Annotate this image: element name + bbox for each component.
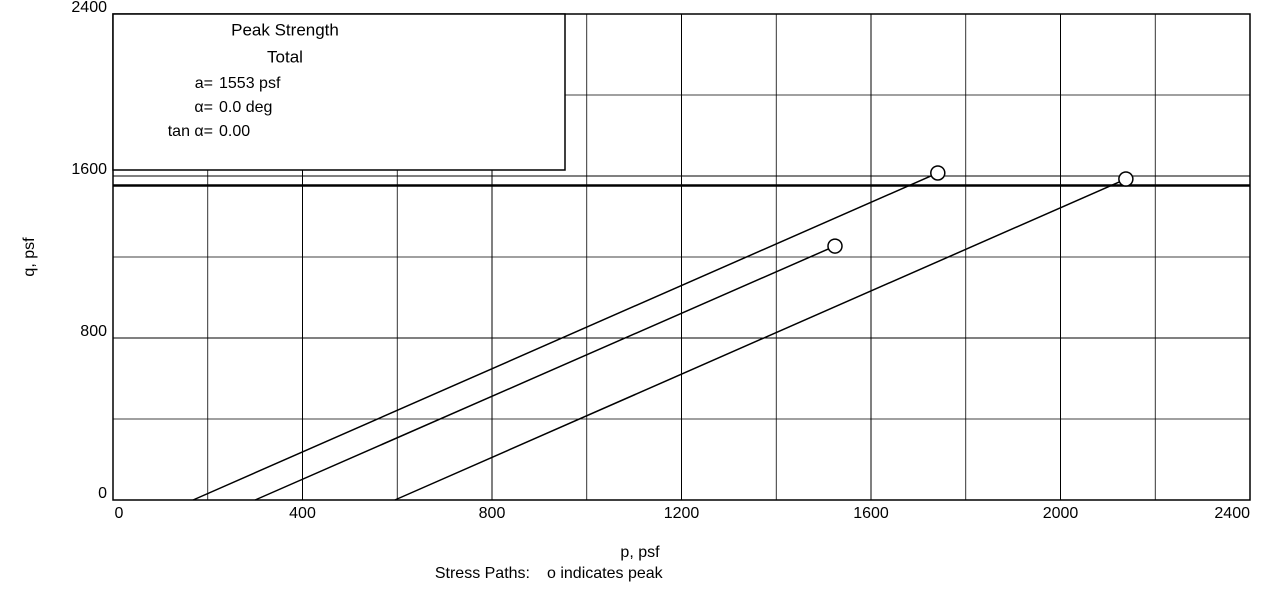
y-tick-label: 2400 — [71, 0, 107, 16]
x-tick-label: 2400 — [1214, 505, 1250, 522]
y-tick-label: 800 — [80, 323, 107, 340]
legend-title: Peak Strength — [231, 20, 339, 39]
peak-marker — [827, 238, 843, 254]
legend-value: 1553 psf — [219, 75, 281, 92]
legend-value: 0.00 — [219, 123, 250, 140]
y-tick-label: 1600 — [71, 161, 107, 178]
peak-marker — [1118, 171, 1134, 187]
plot-frame — [112, 13, 1251, 501]
legend-box — [112, 13, 566, 171]
legend-value: 0.0 deg — [219, 99, 272, 116]
caption: Stress Paths: — [435, 565, 530, 582]
legend-key: tan α= — [168, 123, 213, 140]
peak-marker — [930, 165, 946, 181]
stress-path — [192, 172, 939, 501]
x-tick-label: 1600 — [853, 505, 889, 522]
legend-key: α= — [194, 99, 213, 116]
x-tick-label: 1200 — [664, 505, 700, 522]
caption: o indicates peak — [547, 565, 664, 582]
stress-path — [394, 178, 1127, 501]
stress-path — [254, 245, 836, 501]
x-tick-label: 400 — [289, 505, 316, 522]
legend-subtitle: Total — [267, 47, 303, 66]
x-tick-label: 0 — [115, 505, 124, 522]
y-axis-label: q, psf — [21, 237, 38, 277]
legend-key: a= — [195, 75, 213, 92]
y-tick-label: 0 — [98, 485, 107, 502]
x-tick-label: 800 — [479, 505, 506, 522]
x-axis-label: p, psf — [620, 544, 660, 561]
x-tick-label: 2000 — [1043, 505, 1079, 522]
